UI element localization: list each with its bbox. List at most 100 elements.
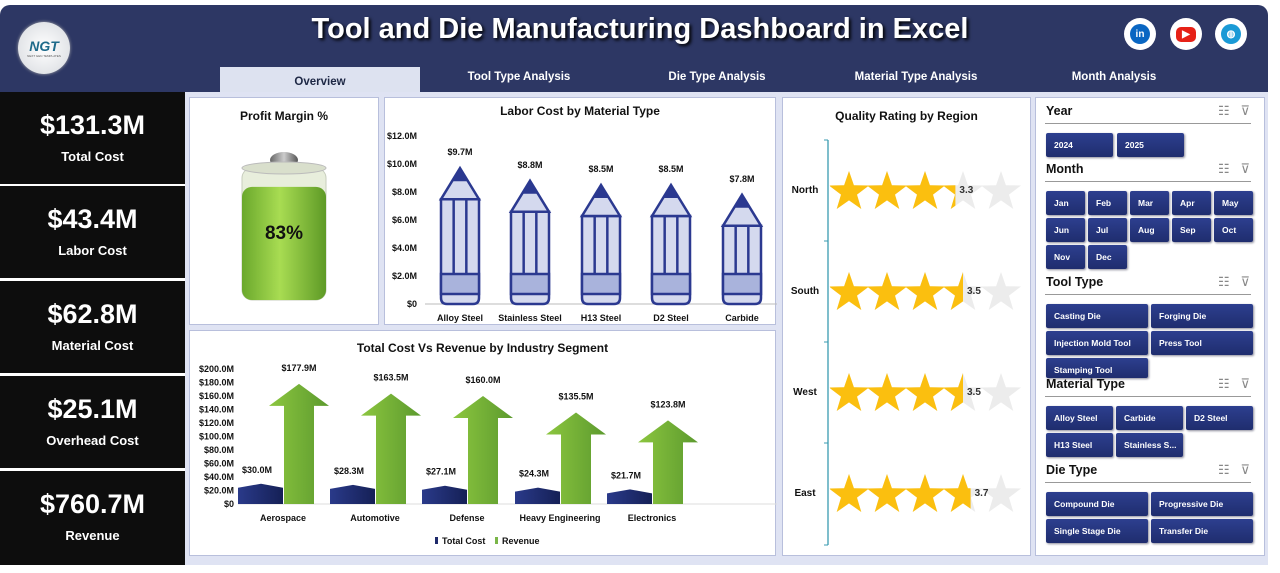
tab-month-analysis[interactable]: Month Analysis: [1071, 71, 1157, 83]
slicer-button[interactable]: Dec: [1088, 245, 1127, 269]
battery-fill: [242, 186, 326, 300]
kpi-revenue: $760.7M Revenue: [0, 471, 185, 565]
slicer-panel: Year ☷ ⊽ 2024 2025 Month ☷ ⊽ Jan Feb Mar Apr M…: [1035, 97, 1265, 556]
clear-filter-icon[interactable]: ⊽: [1240, 376, 1250, 391]
multi-select-icon[interactable]: ☷: [1217, 376, 1230, 391]
y-tick-label: $0: [407, 299, 417, 309]
kpi-label: Revenue: [65, 528, 120, 543]
legend-swatch-revenue: [495, 537, 498, 544]
pencil-bar: [508, 178, 552, 306]
slicer-button[interactable]: Nov: [1046, 245, 1085, 269]
y-tick-label: $2.0M: [392, 271, 417, 281]
divider: [1045, 123, 1251, 124]
slicer-button[interactable]: Jul: [1088, 218, 1127, 242]
slicer-button[interactable]: Jan: [1046, 191, 1085, 215]
slicer-button[interactable]: Aug: [1130, 218, 1169, 242]
slicer-title: Year: [1046, 104, 1073, 118]
divider: [1045, 181, 1251, 182]
slicer-button[interactable]: Press Tool: [1151, 331, 1253, 355]
slicer-button[interactable]: 2024: [1046, 133, 1113, 157]
data-label: 3.3: [959, 185, 973, 196]
website-button[interactable]: ◍: [1215, 18, 1247, 50]
multi-select-icon[interactable]: ☷: [1217, 462, 1230, 477]
youtube-button[interactable]: ▶: [1170, 18, 1202, 50]
y-tick-label: $180.0M: [199, 378, 234, 388]
slicer-button[interactable]: Stamping Tool: [1046, 358, 1148, 378]
pencil-bar: [649, 182, 693, 306]
data-label: $8.8M: [517, 160, 542, 170]
multi-select-icon[interactable]: ☷: [1217, 103, 1230, 118]
cost-bar: [607, 489, 652, 504]
y-tick-label: $200.0M: [199, 364, 234, 374]
slicer-button[interactable]: May: [1214, 191, 1253, 215]
slicer-title: Material Type: [1046, 377, 1125, 391]
slicer-button[interactable]: Apr: [1172, 191, 1211, 215]
slicer-button[interactable]: 2025: [1117, 133, 1184, 157]
multi-select-icon[interactable]: ☷: [1217, 274, 1230, 289]
clear-filter-icon[interactable]: ⊽: [1240, 161, 1250, 176]
slicer-button[interactable]: Single Stage Die: [1046, 519, 1148, 543]
pencil-band: [580, 272, 622, 296]
star-icon: [830, 373, 869, 411]
pencil-bar: [438, 165, 482, 306]
slicer-button[interactable]: H13 Steel: [1046, 433, 1113, 457]
slicer-button[interactable]: Casting Die: [1046, 304, 1148, 328]
slicer-button[interactable]: Compound Die: [1046, 492, 1148, 516]
multi-select-icon[interactable]: ☷: [1217, 161, 1230, 176]
y-tick-label: $8.0M: [392, 187, 417, 197]
kpi-total-cost: $131.3M Total Cost: [0, 92, 185, 184]
y-tick-label: $40.0M: [204, 472, 234, 482]
star-icon: [943, 373, 963, 411]
slicer-button[interactable]: Alloy Steel: [1046, 406, 1113, 430]
tab-tool-type-analysis[interactable]: Tool Type Analysis: [467, 71, 571, 83]
y-tick-label: $0: [224, 499, 234, 509]
clear-filter-icon[interactable]: ⊽: [1240, 274, 1250, 289]
tab-material-type-analysis[interactable]: Material Type Analysis: [854, 71, 978, 83]
quality-rating-panel: Quality Rating by Region North 3.3 South 3.…: [782, 97, 1031, 556]
divider: [1045, 482, 1251, 483]
star-icon: [905, 171, 945, 209]
rating-fill: [830, 171, 956, 209]
x-tick-label: D2 Steel: [653, 313, 689, 323]
tab-die-type-analysis[interactable]: Die Type Analysis: [668, 71, 766, 83]
slicer-button[interactable]: Forging Die: [1151, 304, 1253, 328]
revenue-arrow: [546, 412, 606, 504]
star-icon: [943, 474, 971, 512]
profit-value: 83%: [265, 223, 303, 244]
clear-filter-icon[interactable]: ⊽: [1240, 462, 1250, 477]
slicer-button[interactable]: Feb: [1088, 191, 1127, 215]
kpi-overhead-cost: $25.1M Overhead Cost: [0, 376, 185, 468]
star-icon: [943, 272, 963, 310]
slicer-button[interactable]: Transfer Die: [1151, 519, 1253, 543]
slicer-button[interactable]: Progressive Die: [1151, 492, 1253, 516]
slicer-button[interactable]: Stainless S...: [1116, 433, 1183, 457]
chart-title: Total Cost Vs Revenue by Industry Segmen…: [356, 341, 609, 355]
slicer-button[interactable]: Oct: [1214, 218, 1253, 242]
star-icon: [867, 373, 907, 411]
cost-revenue-panel: Total Cost Vs Revenue by Industry Segmen…: [189, 330, 777, 556]
divider: [1045, 294, 1251, 295]
divider: [1045, 396, 1251, 397]
slicer-button[interactable]: Sep: [1172, 218, 1211, 242]
pencil-band: [721, 272, 763, 296]
chart-title: Labor Cost by Material Type: [500, 104, 660, 118]
category-label: West: [793, 387, 817, 398]
star-icon: [867, 171, 907, 209]
slicer-button[interactable]: Jun: [1046, 218, 1085, 242]
clear-filter-icon[interactable]: ⊽: [1240, 103, 1250, 118]
pencil-lead: [594, 185, 608, 198]
slicer-button[interactable]: D2 Steel: [1186, 406, 1253, 430]
kpi-label: Material Cost: [51, 338, 134, 353]
pencil-tip: [438, 165, 482, 201]
y-tick-label: $20.0M: [204, 486, 234, 496]
slicer-button[interactable]: Carbide: [1116, 406, 1183, 430]
slicer-button[interactable]: Mar: [1130, 191, 1169, 215]
star-empty-icon: [981, 373, 1021, 411]
star-icon: [830, 474, 869, 512]
slicer-button[interactable]: Injection Mold Tool: [1046, 331, 1148, 355]
kpi-label: Total Cost: [61, 149, 124, 164]
pencil-lead: [453, 168, 467, 182]
data-label: 3.5: [967, 387, 981, 398]
linkedin-button[interactable]: in: [1124, 18, 1156, 50]
labor-cost-panel: Labor Cost by Material Type $0 $2.0M $4.0M…: [384, 97, 777, 325]
